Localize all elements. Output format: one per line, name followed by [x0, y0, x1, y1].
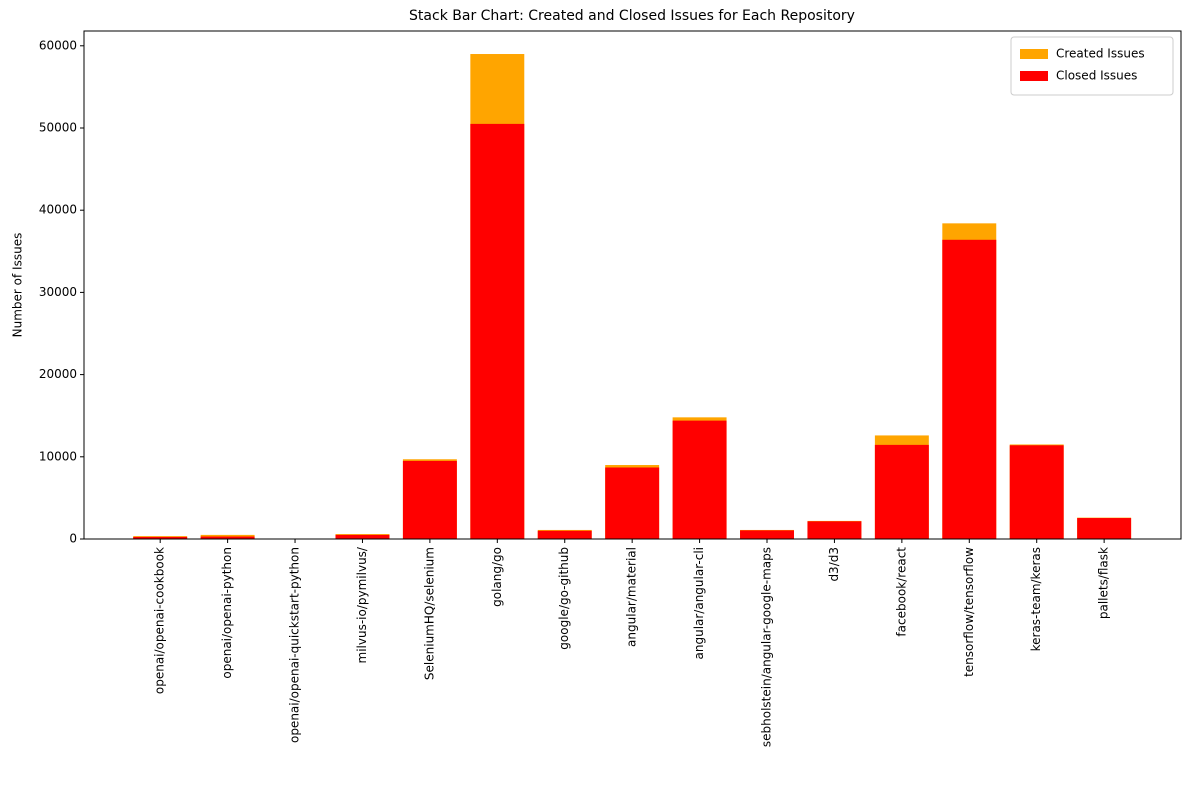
bar [200, 536, 255, 539]
legend-frame [1010, 36, 1174, 96]
x-tick-label: openai/openai-cookbook [153, 547, 167, 694]
legend-swatch [1020, 49, 1048, 59]
x-tick-label: openai/openai-python [220, 547, 234, 679]
y-tick-label: 0 [69, 532, 77, 546]
x-tick-label: tensorflow/tensorflow [962, 547, 976, 677]
x-tick-label: keras-team/keras [1029, 547, 1043, 651]
x-tick-label: golang/go [490, 547, 504, 607]
x-tick-label: sebholstein/angular-google-maps [760, 547, 774, 747]
y-tick-label: 40000 [39, 203, 77, 217]
legend-label: Closed Issues [1056, 69, 1137, 83]
legend-label: Created Issues [1056, 47, 1145, 61]
legend-swatch [1020, 71, 1048, 81]
bar [470, 123, 525, 540]
y-axis-label: Number of Issues [11, 233, 25, 338]
bar [1009, 445, 1064, 539]
x-tick-label: angular/material [625, 547, 639, 647]
bar [402, 460, 457, 539]
bar [133, 536, 188, 539]
y-tick-label: 30000 [39, 285, 77, 299]
bar [807, 521, 862, 539]
y-tick-label: 60000 [39, 38, 77, 52]
x-tick-label: google/go-github [557, 547, 571, 650]
bar [1077, 518, 1132, 539]
x-tick-label: SeleniumHQ/selenium [422, 547, 436, 680]
x-tick-label: angular/angular-cli [692, 547, 706, 659]
legend: Created Issues Closed Issues [1010, 36, 1174, 96]
y-tick-label: 50000 [39, 120, 77, 134]
bar [672, 420, 727, 539]
bar [740, 530, 794, 539]
bar [605, 467, 660, 539]
bar [335, 534, 390, 539]
x-tick-label: openai/openai-quickstart-python [288, 547, 302, 743]
bar [942, 239, 997, 539]
chart-title: Stack Bar Chart: Created and Closed Issu… [409, 8, 855, 24]
x-tick-label: milvus-io/pymilvus/ [355, 546, 369, 663]
x-tick-label: pallets/flask [1097, 547, 1111, 619]
bar [874, 444, 929, 539]
plot-frame [83, 30, 1182, 540]
x-tick-label: d3/d3 [827, 547, 841, 582]
y-tick-label: 10000 [39, 449, 77, 463]
x-tick-label: facebook/react [894, 547, 908, 637]
bar [537, 530, 592, 539]
y-tick-label: 20000 [39, 367, 77, 381]
